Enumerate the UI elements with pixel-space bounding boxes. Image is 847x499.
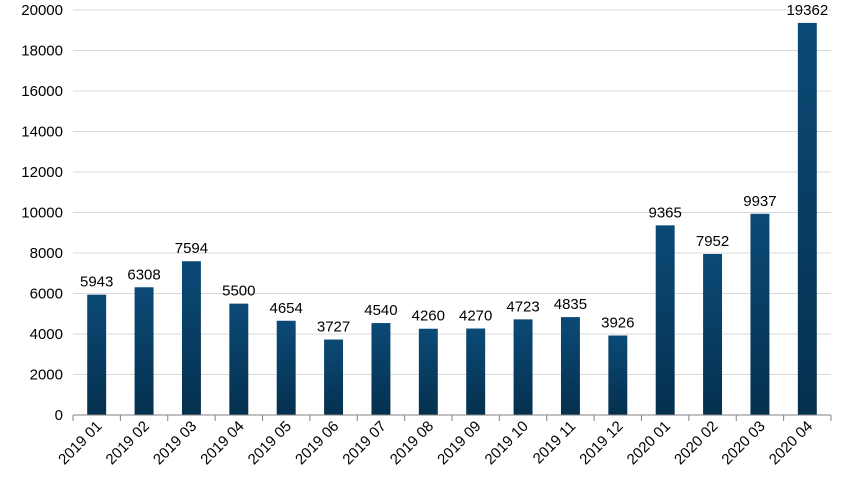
x-tick-label: 2020 03 [718, 418, 768, 468]
data-label: 6308 [127, 266, 160, 283]
x-tick-label: 2019 12 [576, 418, 626, 468]
data-label: 4723 [506, 298, 539, 315]
x-tick-label: 2019 09 [434, 418, 484, 468]
x-tick-label: 2019 05 [245, 418, 295, 468]
bar [418, 328, 438, 415]
y-tick-label: 18000 [21, 43, 63, 60]
y-tick-label: 6000 [30, 286, 63, 303]
axes [72, 414, 832, 421]
bars [87, 22, 817, 416]
x-tick-label: 2019 11 [530, 418, 580, 468]
data-label: 19362 [786, 2, 828, 19]
bar [324, 339, 344, 415]
y-tick-label: 8000 [30, 245, 63, 262]
bar [466, 328, 486, 415]
x-tick-label: 2019 04 [197, 418, 247, 468]
bar [608, 335, 628, 415]
data-label: 5943 [80, 274, 113, 291]
x-tick-label: 2019 10 [482, 418, 532, 468]
x-tick-label: 2019 08 [387, 418, 437, 468]
data-label: 9365 [649, 204, 682, 221]
data-label: 3926 [601, 314, 634, 331]
bar [797, 22, 817, 416]
data-label: 4835 [554, 296, 587, 313]
data-label: 4654 [270, 300, 303, 317]
bar [181, 261, 201, 415]
data-label: 7594 [175, 240, 208, 257]
bar [276, 320, 296, 415]
y-tick-label: 0 [55, 407, 63, 424]
bar [750, 213, 770, 415]
x-tick-label: 2020 04 [766, 418, 816, 468]
bar [703, 253, 723, 415]
y-tick-label: 16000 [21, 83, 63, 100]
data-label: 9937 [743, 193, 776, 210]
data-label: 4260 [412, 308, 445, 325]
y-tick-label: 4000 [30, 326, 63, 343]
y-tick-label: 12000 [21, 164, 63, 181]
x-tick-label: 2020 01 [624, 418, 674, 468]
data-label: 7952 [696, 233, 729, 250]
data-label: 4270 [459, 308, 492, 325]
bar [229, 303, 249, 415]
bar [87, 294, 107, 415]
data-labels: 5943 6308 7594 5500 4654 3727 4540 4260 4270 4723… [80, 2, 828, 336]
data-label: 3727 [317, 319, 350, 336]
x-tick-label: 2019 02 [103, 418, 153, 468]
y-tick-label: 10000 [21, 205, 63, 222]
y-axis-tick-labels: 0 2000 4000 6000 8000 10000 12000 14000 16000 180… [21, 2, 63, 424]
data-label: 5500 [222, 283, 255, 300]
data-label: 4540 [364, 302, 397, 319]
bar [513, 319, 533, 415]
x-tick-label: 2019 01 [55, 418, 105, 468]
x-tick-label: 2019 06 [292, 418, 342, 468]
bar [371, 323, 391, 415]
x-tick-label: 2019 07 [339, 418, 389, 468]
y-tick-label: 2000 [30, 367, 63, 384]
bar [134, 287, 154, 415]
bar [655, 225, 675, 415]
x-tick-label: 2019 03 [150, 418, 200, 468]
y-tick-label: 20000 [21, 2, 63, 19]
x-tick-label: 2020 02 [671, 418, 721, 468]
y-tick-label: 14000 [21, 124, 63, 141]
bar [560, 317, 580, 415]
